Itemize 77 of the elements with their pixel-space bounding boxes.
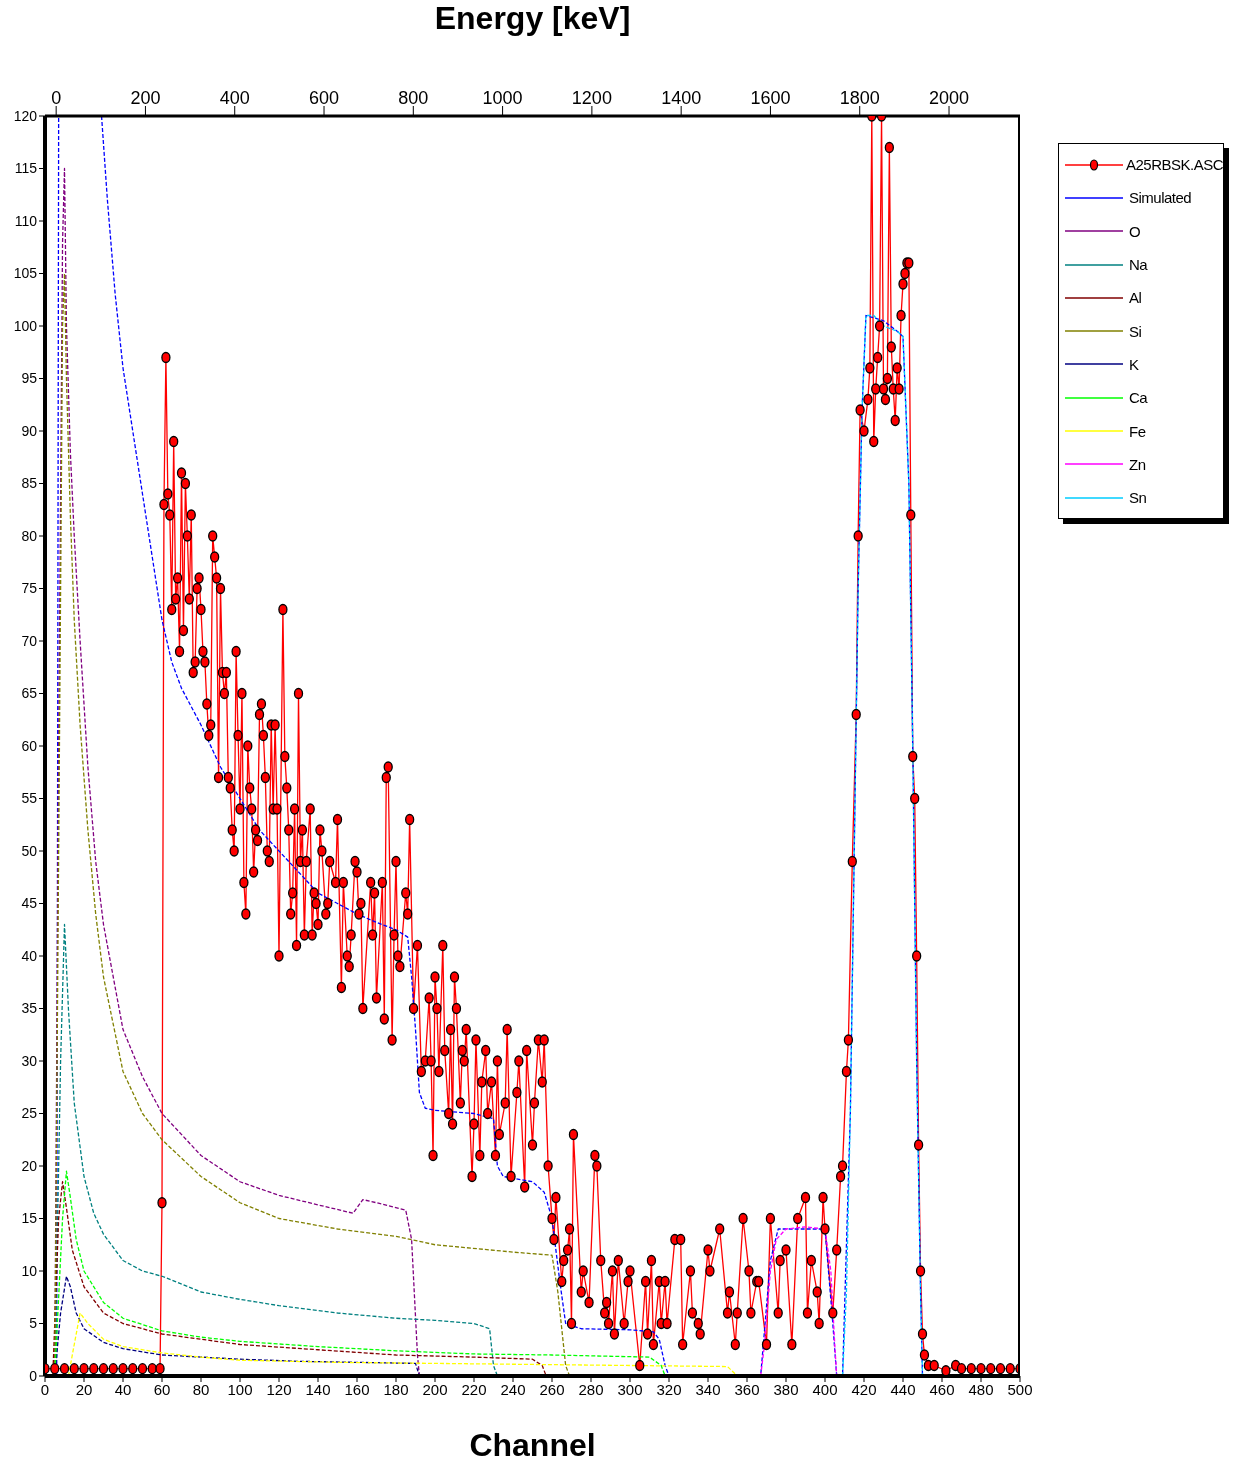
line-series xyxy=(52,1181,547,1376)
y-tick-label: 15 xyxy=(21,1210,38,1227)
y-tick-label: 20 xyxy=(21,1157,38,1174)
x2-tick-label: 200 xyxy=(130,88,161,108)
y-tick-label: 5 xyxy=(29,1315,38,1332)
y-tick-label: 65 xyxy=(21,685,38,702)
x2-tick-label: 400 xyxy=(219,88,250,108)
x-tick-label: 240 xyxy=(500,1380,526,1398)
y-tick-label: 70 xyxy=(21,632,38,649)
y-tick-label: 110 xyxy=(14,212,38,229)
legend-label: Na xyxy=(1129,256,1148,274)
x-tick-label: 360 xyxy=(734,1380,760,1398)
x-tick-label: 320 xyxy=(656,1380,682,1398)
x-tick-label: 180 xyxy=(383,1380,409,1398)
x2-axis-title: Energy [keV] xyxy=(434,0,631,36)
x-tick-label: 340 xyxy=(695,1380,721,1398)
x-tick-label: 60 xyxy=(153,1380,171,1398)
x-tick-label: 140 xyxy=(305,1380,331,1398)
x-tick-label: 120 xyxy=(266,1380,292,1398)
x-tick-label: 220 xyxy=(461,1380,487,1398)
y-tick-label: 35 xyxy=(21,1000,38,1017)
x-tick-label: 20 xyxy=(75,1380,93,1398)
y-tick-label: 55 xyxy=(21,790,38,807)
y-tick-label: 0 xyxy=(29,1367,38,1384)
legend-label: Ca xyxy=(1129,389,1148,407)
y-tick-label: 80 xyxy=(21,527,38,544)
x-tick-label: 280 xyxy=(578,1380,604,1398)
y-tick-label: 120 xyxy=(13,107,38,124)
x-tick-label: 40 xyxy=(114,1380,132,1398)
y-tick-label: 40 xyxy=(21,947,38,964)
y-tick-label: 85 xyxy=(21,475,38,492)
x2-tick-label: 800 xyxy=(398,88,429,108)
y-tick-label: 50 xyxy=(21,842,38,859)
y-tick-label: 95 xyxy=(21,370,38,387)
x-axis-title: Channel xyxy=(469,1427,596,1463)
y-tick-label: 90 xyxy=(21,422,38,439)
y-tick-label: 45 xyxy=(21,895,38,912)
x2-tick-label: 1600 xyxy=(750,88,791,108)
y-tick-label: 115 xyxy=(14,160,38,177)
x-tick-label: 200 xyxy=(422,1380,448,1398)
x-tick-label: 260 xyxy=(539,1380,565,1398)
legend-label: Simulated xyxy=(1129,189,1192,207)
x-tick-label: 160 xyxy=(344,1380,370,1398)
legend-label: Al xyxy=(1129,289,1142,307)
legend-label: O xyxy=(1129,222,1141,240)
y-tick-label: 25 xyxy=(21,1105,38,1122)
y-tick-label: 10 xyxy=(21,1262,38,1279)
x-tick-label: 80 xyxy=(192,1380,210,1398)
x2-tick-label: 1200 xyxy=(571,88,612,108)
x-tick-label: 0 xyxy=(40,1380,50,1398)
x-tick-label: 480 xyxy=(968,1380,994,1398)
x2-tick-label: 1800 xyxy=(839,88,880,108)
x-tick-label: 460 xyxy=(929,1380,955,1398)
x2-tick-label: 1000 xyxy=(482,88,523,108)
y-tick-label: 100 xyxy=(13,317,38,334)
y-tick-label: 30 xyxy=(21,1052,38,1069)
x-tick-label: 300 xyxy=(617,1380,643,1398)
x-tick-label: 420 xyxy=(851,1380,877,1398)
x2-tick-label: 1400 xyxy=(661,88,702,108)
legend-label: K xyxy=(1129,355,1139,373)
legend-label: Si xyxy=(1129,322,1142,340)
legend-label: Sn xyxy=(1129,489,1147,507)
x-tick-label: 380 xyxy=(773,1380,799,1398)
y-tick-label: 60 xyxy=(21,737,38,754)
y-tick-label: 75 xyxy=(21,580,38,597)
x-tick-label: 500 xyxy=(1007,1380,1033,1398)
legend-label: A25RBSK.ASC xyxy=(1125,156,1223,174)
x2-tick-label: 2000 xyxy=(928,88,970,108)
legend-label: Fe xyxy=(1129,422,1146,440)
x2-tick-label: 0 xyxy=(51,88,62,108)
legend-label: Zn xyxy=(1129,455,1146,473)
line-series xyxy=(841,314,924,1376)
x-tick-label: 400 xyxy=(812,1380,838,1398)
x-tick-label: 440 xyxy=(890,1380,916,1398)
x-tick-label: 100 xyxy=(227,1380,253,1398)
x2-tick-label: 600 xyxy=(308,88,340,108)
y-tick-label: 105 xyxy=(13,265,38,282)
